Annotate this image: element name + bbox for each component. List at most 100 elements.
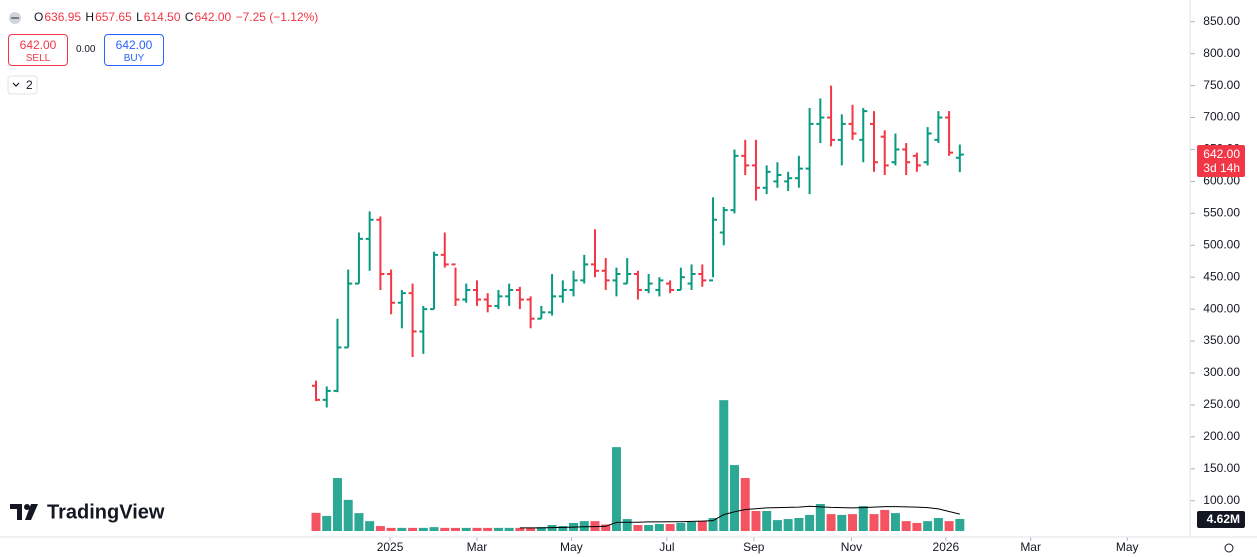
chevron — [12, 82, 20, 87]
y-tick-label: 600.00 — [1203, 174, 1240, 188]
volume-bar — [354, 513, 364, 531]
volume-bar — [493, 527, 503, 531]
ohlc-bar — [741, 139, 750, 176]
volume-bar — [622, 519, 632, 531]
volume-bar — [740, 478, 750, 531]
ohlc-bar — [676, 267, 685, 291]
ohlc-bar — [891, 133, 900, 166]
ohlc-bar — [848, 104, 857, 140]
ohlc-bar — [591, 229, 599, 278]
volume-bar — [826, 514, 836, 531]
logo-icon — [24, 504, 30, 510]
sell-button[interactable]: 642.00 SELL — [8, 34, 68, 66]
volume-bar — [858, 506, 868, 531]
ohlc-bar — [365, 211, 374, 271]
change: −7.25 (−1.12%) — [235, 10, 319, 24]
ohlc-bar — [655, 277, 664, 297]
ohlc-bar — [666, 280, 675, 294]
y-tick-label: 400.00 — [1203, 301, 1240, 315]
ohlc-bar — [923, 127, 932, 166]
volume-bar — [397, 527, 407, 531]
ohlc-bar — [440, 232, 449, 268]
ohlc-bar — [494, 289, 503, 310]
value: 657.65 — [95, 10, 132, 24]
volume-bar — [558, 526, 568, 531]
volume-bar — [322, 515, 332, 531]
ohlc-bar — [687, 264, 696, 290]
y-tick-label: 150.00 — [1203, 461, 1240, 475]
price-tag-countdown: 3d 14h — [1203, 161, 1240, 175]
volume-bar — [955, 519, 965, 531]
volume-bar — [375, 526, 385, 531]
y-tick-label: 300.00 — [1203, 365, 1240, 379]
ohlc-bar — [505, 283, 514, 306]
volume-bar — [343, 499, 353, 531]
ohlc-bar — [762, 165, 771, 195]
ohlc-bar — [644, 274, 653, 294]
ohlc-bar — [709, 197, 718, 282]
ohlc-bar — [548, 274, 557, 316]
volume-bar — [815, 504, 825, 531]
y-tick-label: 200.00 — [1203, 429, 1240, 443]
volume-bar — [332, 478, 342, 531]
ohlc-legend: O636.95 H657.65 L614.50 C642.00 −7.25 (−… — [34, 10, 319, 24]
volume-bar — [783, 519, 793, 531]
x-tick-label: 2025 — [377, 540, 404, 554]
ohlc-bar — [515, 286, 524, 310]
volume-bar — [772, 520, 782, 531]
volume-bar — [504, 527, 514, 531]
ohlc-bar — [612, 267, 621, 297]
x-tick-label: Mar — [467, 540, 488, 554]
volume-bar — [579, 521, 589, 531]
volume-bar — [805, 514, 815, 531]
x-tick-label: Jul — [659, 540, 674, 554]
volume-bar — [311, 512, 321, 531]
label: H — [85, 10, 95, 24]
ohlc-bar — [869, 111, 878, 172]
volume-bar — [837, 514, 847, 531]
sell-price: 642.00 — [19, 38, 57, 52]
y-tick-label: 100.00 — [1203, 493, 1240, 507]
indicator-toggle[interactable] — [7, 75, 38, 95]
ohlc-bar — [526, 296, 535, 329]
y-tick-label: 250.00 — [1203, 397, 1240, 411]
volume-bar — [890, 513, 900, 531]
volume-bar — [644, 525, 654, 531]
volume-bar — [687, 521, 697, 531]
logo-icon — [10, 504, 22, 520]
x-tick-label: May — [1116, 540, 1139, 554]
ohlc-bar — [945, 111, 954, 156]
value: 614.50 — [143, 10, 181, 24]
volume-bar — [590, 521, 600, 531]
ohlc-bar — [794, 155, 803, 188]
ohlc-bar — [558, 280, 567, 303]
y-tick-label: 800.00 — [1203, 46, 1240, 60]
ohlc-bar — [376, 216, 385, 290]
volume-bar — [848, 514, 858, 531]
volume-bar — [418, 527, 428, 531]
settings-icon[interactable] — [1224, 543, 1234, 553]
y-tick-label: 750.00 — [1203, 78, 1240, 92]
volume-bar — [515, 527, 525, 531]
ohlc-bar — [483, 293, 492, 313]
volume-bar — [601, 524, 611, 531]
volume-bar — [408, 527, 418, 531]
ohlc-bar — [569, 270, 578, 297]
volume-bar — [611, 447, 621, 531]
buy-button[interactable]: 642.00 BUY — [104, 34, 164, 66]
volume-ma-line — [519, 505, 960, 529]
ohlc-bar — [601, 258, 610, 290]
ohlc-bar — [312, 380, 321, 402]
price-tag-price: 642.00 — [1203, 147, 1240, 161]
volume-bar — [719, 400, 729, 531]
x-tick-label: Sep — [743, 540, 765, 554]
volume-bar — [461, 527, 471, 531]
ohlc-bar — [322, 386, 331, 408]
ohlc-bar — [387, 269, 396, 315]
x-tick-label: 2026 — [933, 540, 960, 554]
label: C — [184, 10, 194, 24]
ohlc-bar — [902, 143, 911, 176]
ohlc-bar — [805, 107, 814, 195]
volume-bar — [654, 523, 664, 531]
buy-price: 642.00 — [115, 38, 153, 52]
